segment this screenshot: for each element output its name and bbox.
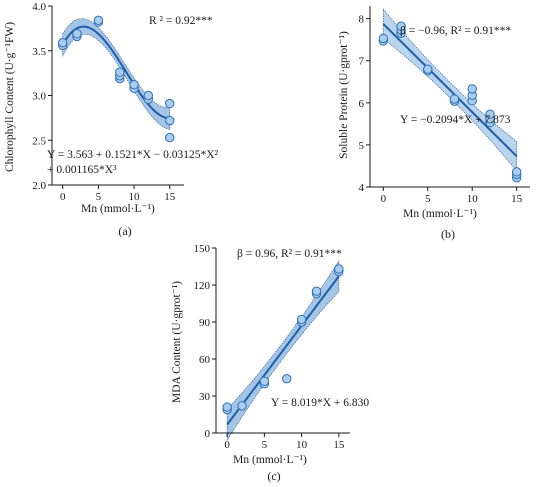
confidence-band [62, 18, 171, 130]
data-point [423, 64, 433, 74]
data-point [237, 401, 247, 411]
y-tick-label: 2.0 [32, 180, 46, 192]
y-tick-label: 5 [359, 140, 365, 152]
x-tick-label: 10 [467, 193, 479, 205]
x-tick-label: 0 [60, 191, 66, 203]
data-point [449, 94, 460, 104]
y-tick-label: 120 [194, 280, 211, 292]
y-tick-label: 90 [199, 317, 211, 329]
y-tick-label: 3.5 [32, 46, 46, 58]
panel-label: (c) [267, 469, 280, 483]
data-point [72, 29, 82, 39]
fit-line [61, 25, 170, 120]
data-points [222, 264, 344, 415]
r-squared-annotation: R ² = 0.92*** [149, 15, 213, 27]
y-axis-label: MDA Content (U·gprot⁻¹) [171, 281, 183, 403]
y-tick-label: 6 [359, 98, 365, 110]
data-point [58, 37, 68, 48]
equation-annotation: Y = 8.019*X + 6.830 [271, 397, 369, 409]
beta-r-squared-annotation: β = −0.96, R² = 0.91*** [400, 25, 511, 37]
data-point [259, 376, 270, 386]
confidence-band-area [62, 18, 171, 130]
data-point [396, 21, 406, 31]
y-tick-label: 8 [359, 14, 365, 26]
fit-line-path [382, 23, 518, 157]
fit-line-path [61, 25, 170, 120]
y-axis-label: Chlorophyll Content (U·g⁻¹FW) [4, 22, 16, 172]
data-point [165, 132, 175, 143]
x-tick-label: 5 [425, 193, 431, 205]
y-tick-label: 60 [199, 354, 211, 366]
y-tick-label: 3.0 [32, 91, 46, 103]
y-tick-label: 4.0 [32, 1, 46, 13]
x-tick-label: 15 [164, 191, 176, 203]
data-points [58, 15, 175, 143]
x-tick-label: 0 [224, 439, 230, 451]
data-point [334, 264, 344, 274]
y-tick-label: 30 [199, 391, 211, 403]
data-point [467, 84, 477, 94]
y-tick-label: 150 [194, 243, 211, 255]
fit-line [382, 23, 518, 157]
chart-panel-b: 0 5 10 15 4 5 6 7 8 Mn (mmol·L⁻¹) Soluble Protei… [338, 6, 530, 241]
data-point [511, 167, 522, 177]
y-tick-label: 2.5 [32, 135, 46, 147]
x-axis-label: Mn (mmol·L⁻¹) [233, 454, 307, 466]
chart-panel-a: 0 5 10 15 2.0 2.5 3.0 3.5 4.0 Mn (mmol·L⁻¹) Chlo… [4, 1, 219, 238]
y-tick-label: 7 [359, 56, 365, 68]
data-point [311, 286, 322, 296]
x-tick-label: 5 [262, 439, 268, 451]
data-point [222, 402, 232, 412]
data-point [165, 98, 175, 109]
x-tick-label: 15 [333, 439, 345, 451]
data-point [115, 67, 125, 77]
data-point [485, 109, 495, 119]
x-tick-label: 10 [129, 191, 141, 203]
axes: 0 5 10 15 4 5 6 7 8 [359, 6, 530, 205]
y-tick-label: 4 [359, 182, 365, 194]
x-tick-label: 5 [96, 191, 102, 203]
data-point [143, 90, 154, 101]
x-tick-label: 15 [511, 193, 523, 205]
data-points [378, 21, 522, 183]
equation-annotation: Y = −0.2094*X + 7.873 [400, 114, 511, 126]
y-tick-label: 0 [205, 428, 211, 440]
data-point [378, 33, 389, 44]
equation-annotation: Y = 3.563 + 0.1521*X − 0.03125*X² [47, 149, 219, 161]
data-point [129, 80, 139, 90]
equation-annotation-continued: + 0.001165*X³ [47, 164, 117, 176]
panel-label: (a) [118, 224, 131, 238]
y-axis-label: Soluble Protein (U·gprot⁻¹) [338, 31, 350, 159]
data-point [282, 374, 292, 384]
data-point [93, 15, 104, 26]
panel-label: (b) [441, 227, 455, 241]
data-point [165, 115, 175, 126]
x-tick-label: 0 [381, 193, 387, 205]
data-point [296, 314, 307, 325]
fit-line [226, 275, 340, 426]
x-axis-label: Mn (mmol·L⁻¹) [403, 208, 477, 220]
beta-r-squared-annotation: β = 0.96, R² = 0.91*** [237, 248, 342, 260]
x-tick-label: 10 [296, 439, 308, 451]
x-axis-label: Mn (mmol·L⁻¹) [81, 203, 155, 215]
fit-line-path [226, 275, 340, 426]
axes: 0 5 10 15 2.0 2.5 3.0 3.5 4.0 [32, 1, 184, 203]
